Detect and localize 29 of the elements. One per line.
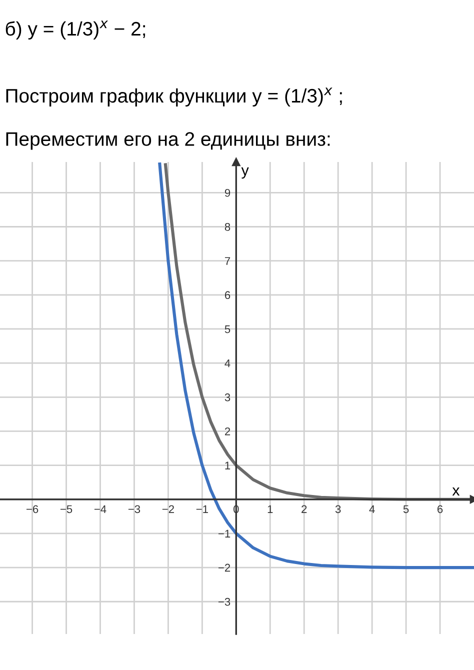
x-tick-label: 5 bbox=[403, 505, 409, 514]
y-tick-label: 3 bbox=[224, 393, 230, 402]
y-tick-label: 7 bbox=[224, 257, 230, 265]
x-tick-label: −5 bbox=[60, 505, 72, 514]
y-tick-label: −3 bbox=[218, 598, 230, 606]
x-axis-title: x bbox=[452, 487, 460, 496]
x-tick-label: 1 bbox=[268, 505, 273, 513]
y-tick-label: 8 bbox=[224, 223, 230, 231]
y-tick-label: 2 bbox=[224, 427, 230, 436]
x-tick-label: 4 bbox=[369, 505, 375, 513]
chart-subtitle: Построим график функции y = (1/3)$^{x}$ ; bbox=[6, 88, 342, 107]
x-tick-label: −6 bbox=[26, 505, 38, 514]
chart-title: б) y = (1/3)$^{x}$ − 2; bbox=[6, 20, 146, 40]
x-tick-label: 3 bbox=[335, 505, 341, 514]
y-axis-title: y bbox=[241, 167, 249, 179]
text: Переместим его на 2 единицы вниз: bbox=[6, 132, 330, 150]
x-tick-label: −3 bbox=[128, 505, 140, 514]
x-tick-label: 6 bbox=[437, 505, 443, 514]
y-tick-label: 4 bbox=[224, 359, 230, 368]
y-tick-label: −2 bbox=[218, 564, 230, 572]
y-tick-label: 6 bbox=[224, 291, 230, 300]
x-tick-label: 2 bbox=[302, 505, 307, 513]
y-tick-label: 5 bbox=[224, 325, 230, 334]
y-tick-label: −1 bbox=[218, 530, 230, 538]
x-tick-label: −2 bbox=[162, 505, 174, 513]
x-tick-label: −4 bbox=[94, 505, 106, 513]
y-tick-label: 9 bbox=[224, 188, 230, 197]
y-tick-label: 1 bbox=[225, 462, 230, 470]
x-tick-label: −1 bbox=[196, 505, 208, 513]
